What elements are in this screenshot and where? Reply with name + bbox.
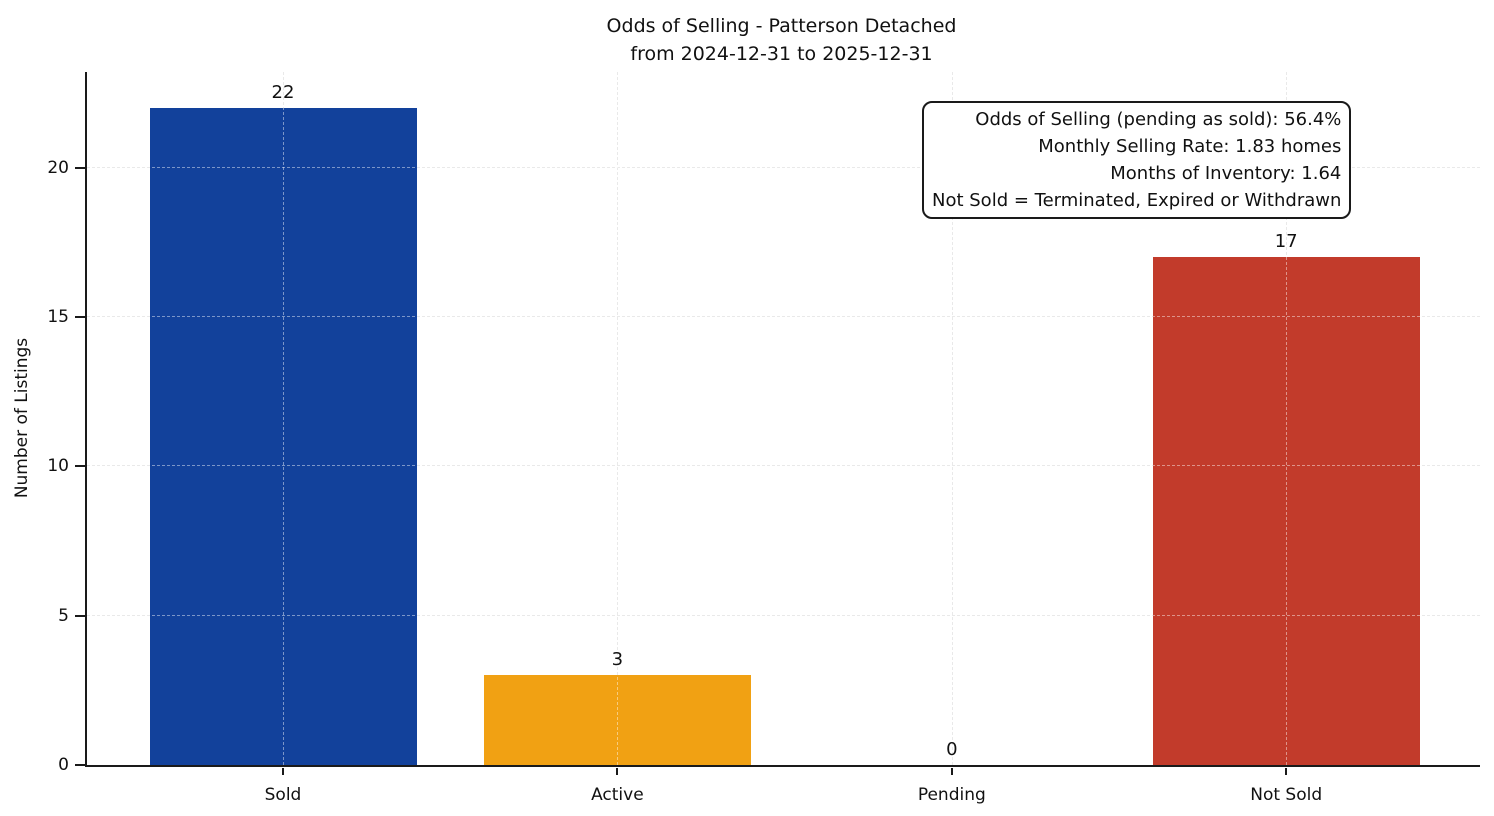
x-tick-mark: [950, 768, 953, 775]
y-tick-mark: [75, 166, 85, 169]
y-tick-label: 0: [58, 755, 69, 775]
x-tick-label: Active: [591, 785, 644, 805]
bar-value-label: 17: [1274, 231, 1298, 253]
h-gridline: [87, 166, 1480, 168]
h-gridline: [87, 465, 1480, 467]
h-gridline-overlay: [87, 614, 1480, 616]
chart-title-line1: Odds of Selling - Patterson Detached: [606, 15, 957, 37]
y-tick-label: 15: [47, 306, 69, 327]
h-gridline: [87, 315, 1480, 317]
bar-value-label: 22: [271, 81, 295, 103]
chart-title-line2: from 2024-12-31 to 2025-12-31: [630, 43, 933, 65]
y-tick-label: 20: [47, 157, 69, 178]
v-gridline: [951, 72, 953, 765]
bar-value-label: 3: [611, 649, 624, 671]
annotation-line-monthly-rate: Monthly Selling Rate: 1.83 homes: [1038, 136, 1342, 157]
bar-sold: [149, 107, 417, 765]
annotation-line-inventory: Months of Inventory: 1.64: [1110, 163, 1342, 184]
y-tick-mark: [75, 315, 85, 318]
v-gridline-overlay: [1286, 72, 1288, 765]
x-tick-mark: [282, 768, 284, 775]
y-tick-mark: [75, 764, 85, 766]
plot-area: 22 Sold 3 Active 0 Pending 17 Not Sold 0 5 10 15 20: [47, 72, 1480, 805]
annotation-line-notsold-def: Not Sold = Terminated, Expired or Withdr…: [932, 190, 1342, 211]
h-gridline-overlay: [87, 166, 1480, 168]
bar-not-sold: [1152, 257, 1420, 765]
y-tick-label: 10: [47, 456, 69, 477]
v-gridline-overlay: [951, 72, 953, 765]
annotation-line-odds: Odds of Selling (pending as sold): 56.4%: [975, 109, 1342, 130]
bar-active: [483, 675, 751, 765]
v-gridline: [617, 72, 619, 765]
y-tick-mark: [75, 614, 85, 617]
h-gridline-overlay: [87, 465, 1480, 467]
h-gridline: [87, 614, 1480, 616]
x-tick-label: Not Sold: [1250, 785, 1323, 805]
v-gridline-overlay: [283, 72, 284, 765]
x-tick-mark: [1285, 768, 1288, 775]
x-tick-label: Pending: [917, 785, 986, 805]
v-gridline-overlay: [617, 72, 619, 765]
y-tick-mark: [75, 465, 85, 468]
annotation-box: Odds of Selling (pending as sold): 56.4%…: [922, 101, 1352, 219]
chart-title: Odds of Selling - Patterson Detached fro…: [85, 12, 1478, 68]
x-tick-mark: [616, 768, 619, 775]
h-gridline-overlay: [87, 315, 1480, 317]
y-tick-label: 5: [58, 605, 69, 626]
bar-value-label: 0: [946, 739, 958, 760]
x-tick-label: Sold: [264, 785, 302, 805]
